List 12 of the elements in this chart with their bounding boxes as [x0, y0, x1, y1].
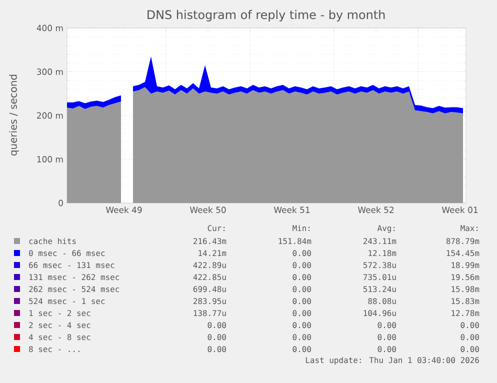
x-tick-label: Week 01: [442, 206, 478, 214]
x-tick-label: Week 49: [106, 206, 142, 214]
y-axis-title: queries / second: [9, 74, 19, 156]
y-tick-label: 300 m: [37, 68, 63, 75]
x-tick-label: Week 50: [190, 206, 226, 214]
x-tick-label: Week 52: [358, 206, 394, 214]
y-tick-label: 100 m: [37, 156, 63, 162]
y-tick-label: 200 m: [37, 112, 63, 119]
x-tick-label: Week 51: [274, 206, 310, 214]
chart-title: DNS histogram of reply time - by month: [148, 10, 385, 22]
y-tick-label: 400 m: [36, 24, 63, 32]
y-tick-label: 0: [58, 200, 63, 206]
